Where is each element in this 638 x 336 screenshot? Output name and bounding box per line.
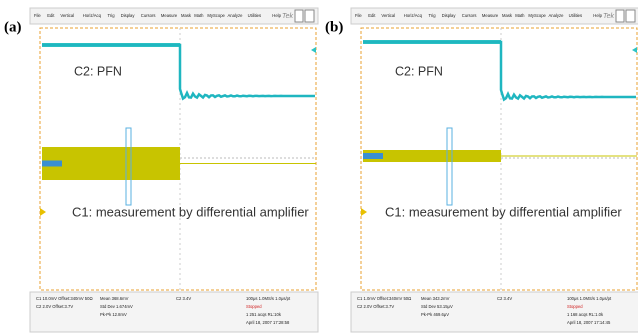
status-readout: Stopped bbox=[246, 304, 262, 309]
menu-item[interactable]: Help bbox=[593, 13, 602, 18]
close-button[interactable] bbox=[305, 10, 314, 22]
menu-item[interactable]: Display bbox=[442, 13, 457, 18]
menu-item[interactable]: Vertical bbox=[381, 13, 395, 18]
panel-label: (b) bbox=[325, 19, 343, 35]
close-button[interactable] bbox=[626, 10, 635, 22]
menu-item[interactable]: Display bbox=[121, 13, 136, 18]
menu-item[interactable]: File bbox=[355, 13, 362, 18]
menu-item[interactable]: Math bbox=[194, 13, 204, 18]
menu-item[interactable]: Mask bbox=[181, 13, 192, 18]
menu-item[interactable]: Analyze bbox=[549, 13, 565, 18]
measurement-readout: Mean 368.6mV bbox=[100, 296, 129, 301]
c1-trace-band bbox=[363, 150, 501, 162]
menu-item[interactable]: MyScope bbox=[528, 13, 546, 18]
trace-label: C2: PFN bbox=[74, 64, 122, 78]
menu-item[interactable]: Cursors bbox=[141, 13, 156, 18]
trigger-readout: C2 3.4V bbox=[497, 296, 512, 301]
trigger-readout: C2 3.4V bbox=[176, 296, 191, 301]
measurement-readout: Pk-Pk 12.8mV bbox=[100, 312, 127, 317]
menu-item[interactable]: Edit bbox=[368, 13, 376, 18]
channel-readout: C1 10.0mV Offset:340mV 50Ω bbox=[36, 296, 93, 301]
menu-item[interactable]: Help bbox=[272, 13, 281, 18]
menu-item[interactable]: Edit bbox=[47, 13, 55, 18]
status-readout: 1 251 acqs RL:10k bbox=[246, 312, 282, 317]
measurement-readout: Std Dev 53.15μV bbox=[421, 304, 453, 309]
channel-readout: C1 1.0mV Offset:340mV 50Ω bbox=[357, 296, 411, 301]
panel-label: (a) bbox=[4, 19, 22, 35]
c1-trace-band bbox=[42, 147, 180, 180]
figure: (a) File Edit Vertical Horiz/Acq Trig Display C… bbox=[0, 0, 638, 336]
status-readout: April 18, 2007 17:28:58 bbox=[246, 320, 290, 325]
menu-item[interactable]: Horiz/Acq bbox=[404, 13, 423, 18]
c1-noise bbox=[42, 161, 62, 167]
trace-label: C2: PFN bbox=[395, 64, 443, 78]
minimize-button[interactable] bbox=[616, 10, 624, 22]
trace-label: C1: measurement by differential amplifie… bbox=[385, 204, 622, 219]
scope-panel: (b) File Edit Vertical Horiz/Acq Trig Display C… bbox=[325, 8, 638, 332]
measurement-readout: Pk-Pk 469.6μV bbox=[421, 312, 449, 317]
status-readout: Stopped bbox=[567, 304, 583, 309]
status-readout: 100μs 1.0MS/s 1.0μs/pt bbox=[246, 296, 291, 301]
measurement-readout: Mean 343.2mV bbox=[421, 296, 450, 301]
logo: Tek bbox=[282, 13, 294, 20]
measurement-readout: Std Dev 1.674mV bbox=[100, 304, 133, 309]
menu-item[interactable]: Utilities bbox=[569, 13, 583, 18]
channel-readout: C2 2.0V Offset:3.7V bbox=[357, 304, 394, 309]
c1-noise bbox=[363, 153, 383, 159]
menu-item[interactable]: Measure bbox=[161, 13, 178, 18]
scope-panel: (a) File Edit Vertical Horiz/Acq Trig Display C… bbox=[4, 8, 318, 332]
trace-label: C1: measurement by differential amplifie… bbox=[72, 204, 309, 219]
menu-item[interactable]: Mask bbox=[502, 13, 513, 18]
menu-item[interactable]: Analyze bbox=[228, 13, 244, 18]
menu-item[interactable]: Vertical bbox=[60, 13, 74, 18]
logo: Tek bbox=[603, 13, 615, 20]
status-readout: 1 168 acqs RL:1.0k bbox=[567, 312, 604, 317]
menu-item[interactable]: Measure bbox=[482, 13, 499, 18]
channel-readout: C2 2.0V Offset:3.7V bbox=[36, 304, 73, 309]
status-readout: April 18, 2007 17:14:45 bbox=[567, 320, 611, 325]
menu-item[interactable]: Trig bbox=[108, 13, 116, 18]
menu-item[interactable]: Horiz/Acq bbox=[83, 13, 102, 18]
menu-item[interactable]: Cursors bbox=[462, 13, 477, 18]
minimize-button[interactable] bbox=[295, 10, 303, 22]
menu-item[interactable]: Trig bbox=[429, 13, 437, 18]
menu-item[interactable]: File bbox=[34, 13, 41, 18]
menu-item[interactable]: MyScope bbox=[207, 13, 225, 18]
status-readout: 100μs 1.0MS/s 1.0μs/pt bbox=[567, 296, 612, 301]
menu-item[interactable]: Math bbox=[515, 13, 525, 18]
menu-item[interactable]: Utilities bbox=[248, 13, 262, 18]
